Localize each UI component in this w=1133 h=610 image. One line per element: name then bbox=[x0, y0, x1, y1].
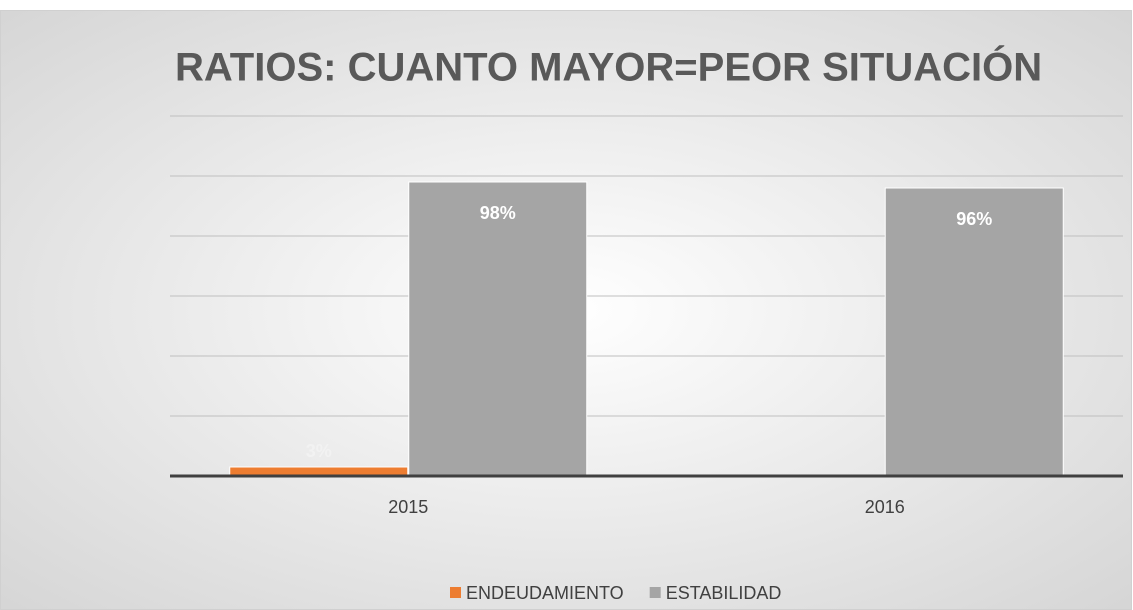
data-label: 98% bbox=[480, 203, 516, 223]
legend-label: ESTABILIDAD bbox=[666, 583, 782, 603]
data-label: 3% bbox=[306, 441, 332, 461]
legend-swatch bbox=[649, 587, 661, 598]
legend-label: ENDEUDAMIENTO bbox=[466, 583, 624, 603]
legend-swatch bbox=[450, 587, 461, 598]
bar bbox=[408, 181, 588, 477]
bar bbox=[884, 187, 1064, 477]
x-tick-label: 2016 bbox=[865, 497, 905, 517]
chart-title: RATIOS: CUANTO MAYOR=PEOR SITUACIÓN bbox=[175, 44, 1042, 90]
data-label: 96% bbox=[956, 209, 992, 229]
x-tick-label: 2015 bbox=[388, 497, 428, 517]
